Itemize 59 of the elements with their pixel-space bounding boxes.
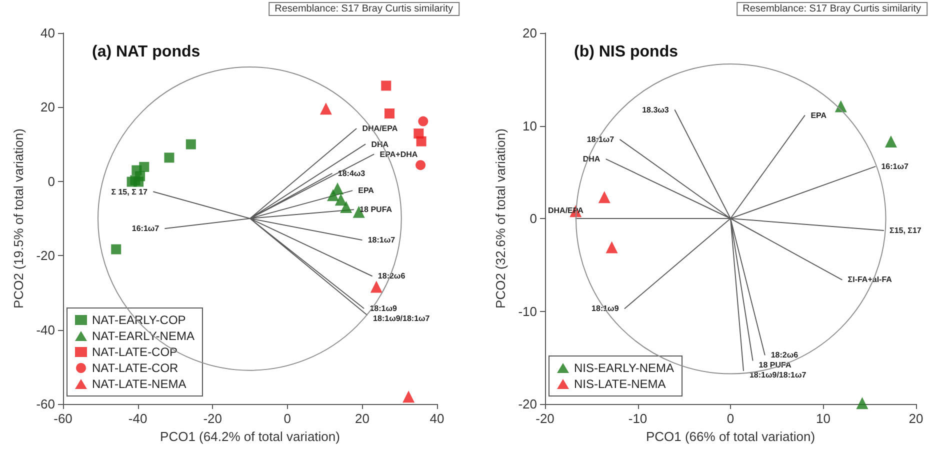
x-tick-label: 10 (816, 411, 830, 426)
annotation: 18:2ω6 (378, 272, 406, 281)
x-tick-label: 0 (284, 411, 292, 426)
annotation: DHA (371, 140, 389, 149)
legend-label: NAT-EARLY-COP (92, 313, 186, 327)
x-tick-label: -10 (628, 411, 648, 426)
y-tick-label: -10 (518, 304, 537, 319)
annotation: 18:1ω7 (586, 135, 615, 144)
annotation: EPA (810, 111, 827, 120)
annotation: 18 PUFA (360, 205, 392, 214)
annotation: Σ 15, Σ 17 (111, 187, 148, 196)
x-tick-label: 20 (354, 411, 370, 426)
x-tick-label: -20 (203, 411, 222, 426)
y-tick-label: -20 (518, 396, 537, 412)
annotation: 18:1ω9/18:1ω7 (749, 370, 807, 380)
text: Resemblance: S17 Bray Curtis similarity (274, 4, 453, 14)
x-axis-title: PCO1 (64.2% of total variation) (160, 429, 340, 444)
y-tick-label: -20 (36, 248, 55, 264)
x-tick-label: 40 (430, 411, 444, 426)
annotation: 18:1ω9 (370, 304, 398, 313)
legend-label: NAT-EARLY-NEMA (92, 329, 194, 343)
y-axis-title: PCO2 (32.6% of total variation) (493, 128, 508, 308)
y-tick-label: 0 (48, 174, 55, 189)
text: Resemblance: S17 Bray Curtis similarity (742, 4, 921, 14)
x-tick-label: -20 (536, 411, 554, 426)
legend-label: NAT-LATE-NEMA (92, 377, 186, 391)
annotation: 18:1ω7 (368, 236, 396, 245)
x-tick-label: 20 (908, 411, 924, 426)
legend-label: NAT-LATE-COP (92, 345, 178, 359)
x-tick-label: -40 (128, 411, 148, 426)
y-tick-label: -40 (36, 322, 55, 338)
x-axis-title: PCO1 (66% of total variation) (646, 429, 816, 444)
y-tick-label: 40 (40, 26, 55, 40)
annotation: 16:1ω7 (132, 224, 160, 234)
annotation: 18:2ω6 (770, 350, 799, 360)
annotation: Σ15, Σ17 (890, 226, 922, 236)
annotation: 18.3ω3 (642, 105, 670, 114)
annotation: ΣI-FA+aI-FA (848, 275, 892, 284)
y-tick-label: 0 (530, 211, 537, 226)
y-tick-label: 20 (522, 26, 537, 40)
text: (b) NIS ponds (574, 44, 678, 60)
text: (a) NAT ponds (92, 44, 200, 60)
annotation: 18:1ω9 (592, 304, 620, 313)
annotation: EPA (358, 186, 374, 196)
annotation: 18:1ω9/18:1ω7 (373, 314, 430, 323)
annotation: DHA/EPA (362, 124, 398, 134)
legend-label: NIS-EARLY-NEMA (574, 361, 674, 375)
legend-label: NIS-LATE-NEMA (574, 377, 666, 391)
annotation: 16:1ω7 (881, 162, 909, 172)
annotation: 18:4ω3 (338, 169, 366, 178)
y-tick-label: -60 (36, 396, 55, 412)
legend-label: NAT-LATE-COR (92, 361, 179, 375)
x-tick-label: 0 (726, 411, 734, 426)
annotation: DHA (582, 154, 600, 164)
x-tick-label: -60 (54, 411, 72, 426)
y-tick-label: 10 (522, 118, 537, 134)
annotation: EPA+DHA (380, 150, 418, 159)
y-axis-title: PCO2 (19.5% of total variation) (11, 128, 26, 308)
y-tick-label: 20 (40, 100, 55, 115)
